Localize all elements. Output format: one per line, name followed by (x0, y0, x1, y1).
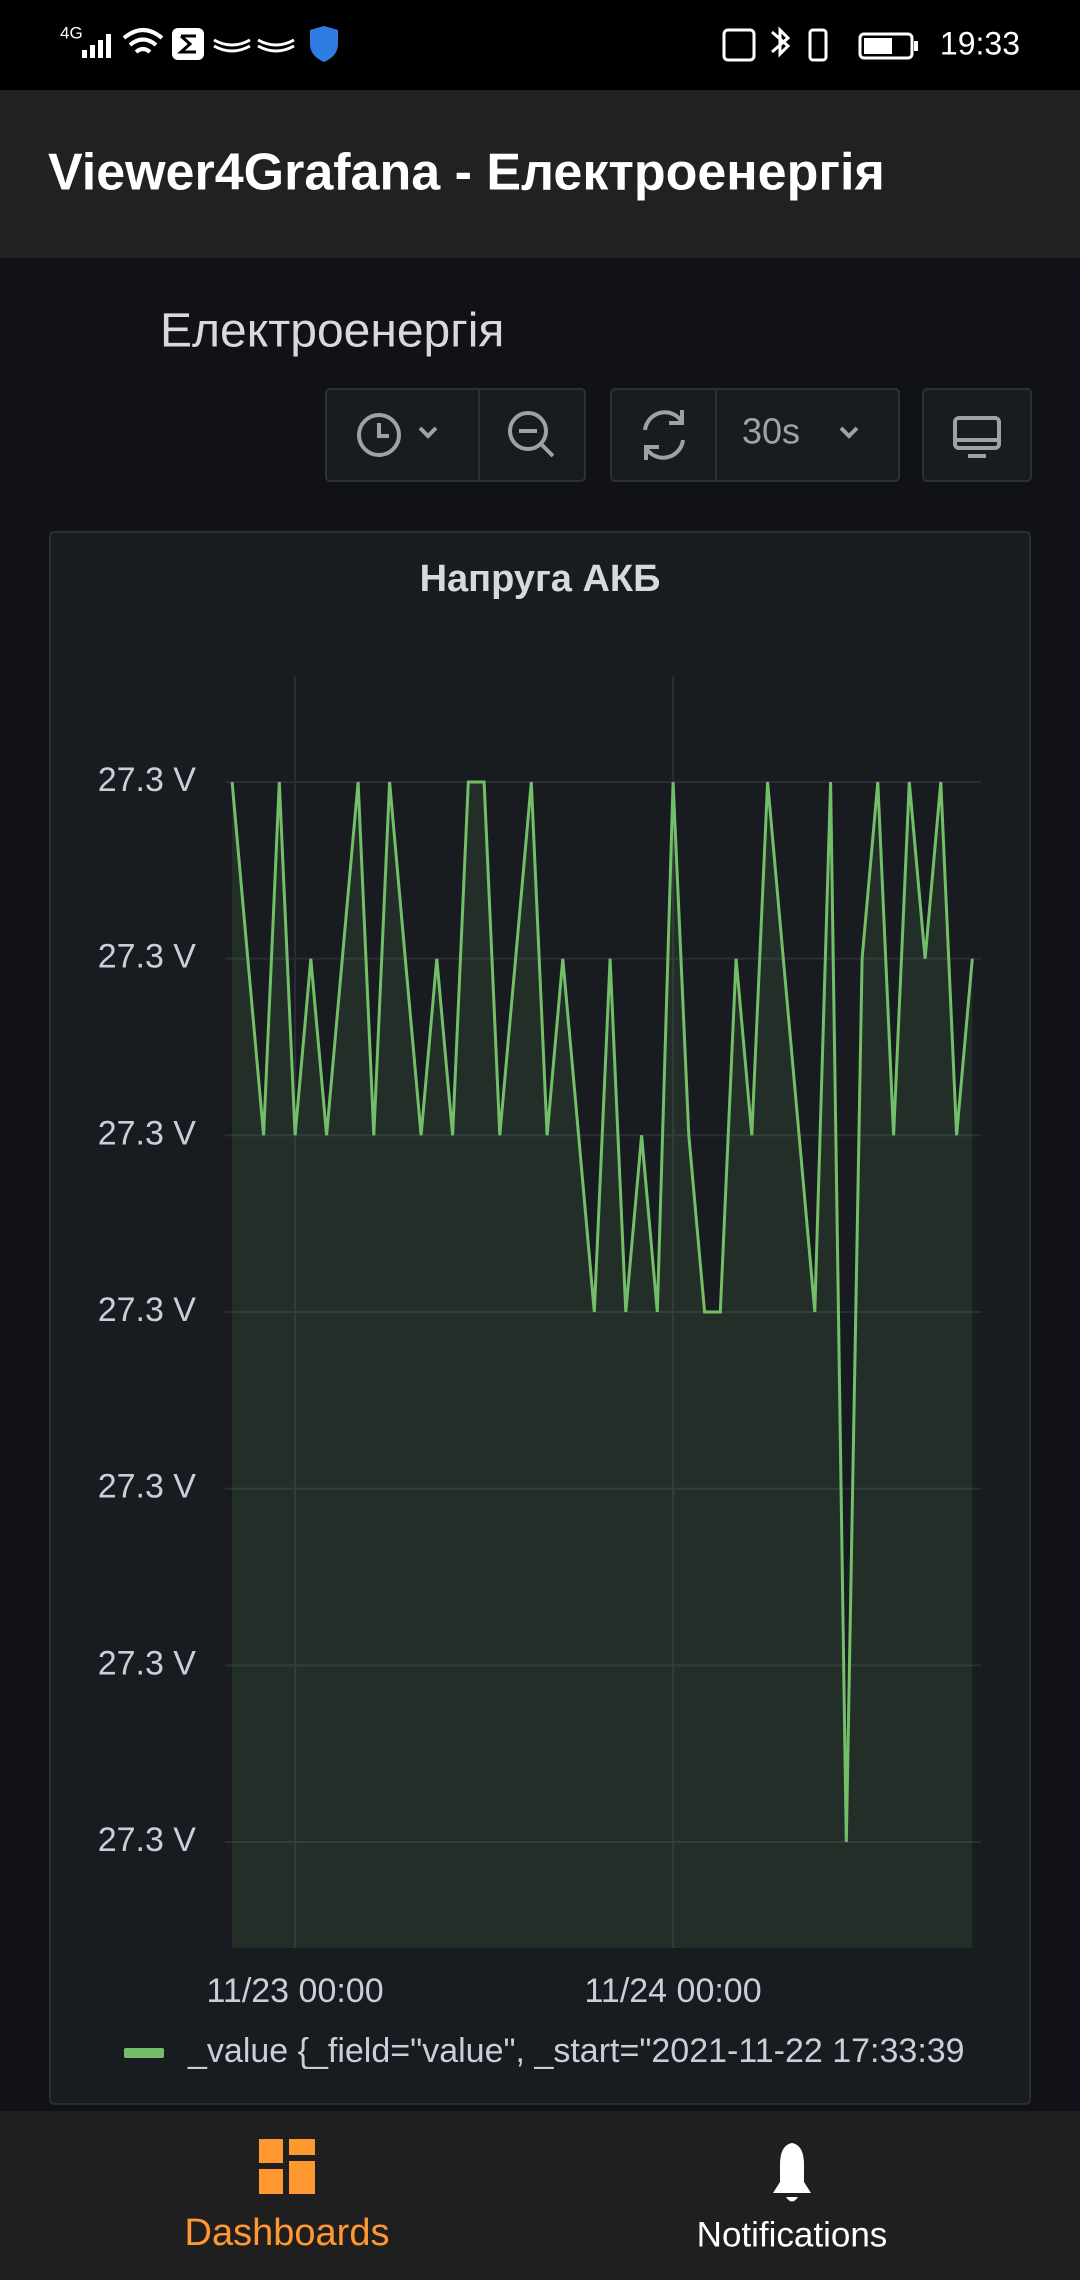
dropdown-arrow (839, 426, 859, 439)
legend-label: _value {_field="value", _start="2021-11-… (187, 2032, 965, 2070)
battery-icon (858, 32, 914, 60)
nfc-icon (722, 28, 756, 62)
y-tick-label: 27.3 V (98, 1644, 197, 1682)
dashboard-title: Електроенергія (160, 305, 504, 358)
nav-label[interactable]: Dashboards (185, 2212, 390, 2254)
bottom-nav (0, 2111, 1080, 2280)
refresh-interval[interactable]: 30s (742, 411, 800, 452)
notifications-icon[interactable] (773, 2143, 811, 2202)
y-tick-label: 27.3 V (98, 1821, 197, 1859)
plot: 27.3 V 27.3 V 27.3 V 27.3 V 27.3 V 27.3 V 27.3… (98, 676, 981, 2070)
x-tick-label: 11/23 00:00 (207, 1972, 384, 2010)
network-type: 4G (60, 23, 83, 42)
legend-entry: _value {_field="value", _start="2021-11-… (187, 2032, 965, 2070)
time-picker-button[interactable] (325, 388, 586, 482)
y-tick-label: 27.3 V (98, 1468, 197, 1506)
zoom-out-button[interactable] (508, 411, 555, 458)
nav-label[interactable]: Notifications (697, 2215, 888, 2254)
wifi-icon (122, 28, 164, 54)
app-title: Viewer4Grafana - Електроенергія (48, 144, 885, 202)
series-line (230, 780, 974, 1843)
series-area (232, 782, 973, 1948)
y-tick-label: 27.3 V (98, 938, 197, 976)
dashboards-icon[interactable] (259, 2139, 315, 2194)
tv-mode-button[interactable] (922, 388, 1032, 482)
app-bar (0, 90, 1080, 258)
y-tick-label: 27.3 V (98, 1291, 197, 1329)
signal-icon (82, 34, 111, 58)
y-tick-label: 27.3 V (98, 761, 197, 799)
x-tick-label: 11/24 00:00 (585, 1972, 762, 2010)
legend-swatch (124, 2048, 164, 2058)
status-time: 19:33 (940, 25, 1020, 61)
notification-icons (213, 38, 295, 53)
refresh-button[interactable] (610, 388, 900, 482)
bluetooth-icon (771, 26, 791, 58)
shield-icon (310, 26, 338, 62)
panel-title: Напруга АКБ (420, 558, 661, 600)
y-tick-label: 27.3 V (98, 1114, 197, 1152)
vibrate-icon (808, 28, 828, 62)
